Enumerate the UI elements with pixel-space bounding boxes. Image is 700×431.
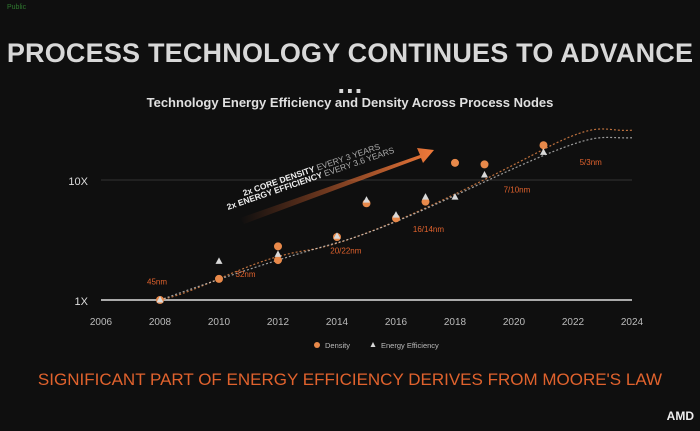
- energy-efficiency-point: [422, 193, 429, 200]
- node-label: 5/3nm: [580, 158, 603, 167]
- density-point: [480, 160, 489, 169]
- energy-efficiency-point: [451, 193, 459, 200]
- x-tick-label: 2020: [503, 317, 526, 328]
- energy-efficiency-point: [333, 232, 341, 239]
- density-point: [421, 197, 430, 206]
- legend-density-marker: [314, 342, 320, 348]
- energy-efficiency-point: [481, 171, 488, 178]
- slide-title: PROCESS TECHNOLOGY CONTINUES TO ADVANCE …: [6, 38, 694, 99]
- density-point: [539, 141, 548, 150]
- legend-density-label: Density: [325, 341, 350, 350]
- node-label: 20/22nm: [330, 246, 361, 255]
- x-tick-label: 2018: [444, 317, 467, 328]
- legend-energy-marker: [370, 342, 376, 347]
- x-tick-label: 2012: [267, 317, 290, 328]
- density-point: [451, 158, 459, 167]
- energy-efficiency-point: [363, 196, 370, 203]
- density-point: [215, 274, 223, 283]
- x-tick-label: 2024: [621, 317, 644, 328]
- x-tick-label: 2006: [90, 317, 113, 328]
- density-point: [274, 256, 282, 265]
- growth-arrow: [240, 148, 434, 224]
- amd-logo: AMD: [666, 409, 694, 423]
- energy-efficiency-point: [540, 148, 547, 155]
- classification-tag: Public: [7, 4, 27, 11]
- energy-efficiency-point: [215, 257, 223, 264]
- annotation-line-2: 2x ENERGY EFFICIENCY EVERY 3.6 YEARS: [225, 145, 395, 212]
- x-tick-label: 2010: [208, 317, 231, 328]
- node-label: 45nm: [147, 277, 167, 286]
- node-label: 7/10nm: [504, 185, 531, 194]
- x-tick-label: 2022: [562, 317, 585, 328]
- energy-efficiency-point: [156, 296, 164, 303]
- slide-footer: SIGNIFICANT PART OF ENERGY EFFICIENCY DE…: [37, 370, 663, 389]
- density-point: [274, 242, 282, 251]
- density-trend-line: [159, 128, 633, 301]
- chart-title: Technology Energy Efficiency and Density…: [146, 95, 554, 110]
- legend-energy-label: Energy Efficiency: [381, 341, 439, 350]
- node-label: 32nm: [236, 270, 256, 279]
- x-tick-label: 2014: [326, 317, 349, 328]
- energy-efficiency-point: [274, 250, 282, 257]
- x-tick-label: 2016: [385, 317, 408, 328]
- node-label: 16/14nm: [413, 225, 444, 234]
- y-tick-label: 10X: [68, 176, 88, 188]
- y-tick-label: 1X: [75, 296, 89, 308]
- energy-efficiency-point: [392, 211, 400, 218]
- x-tick-label: 2008: [149, 317, 172, 328]
